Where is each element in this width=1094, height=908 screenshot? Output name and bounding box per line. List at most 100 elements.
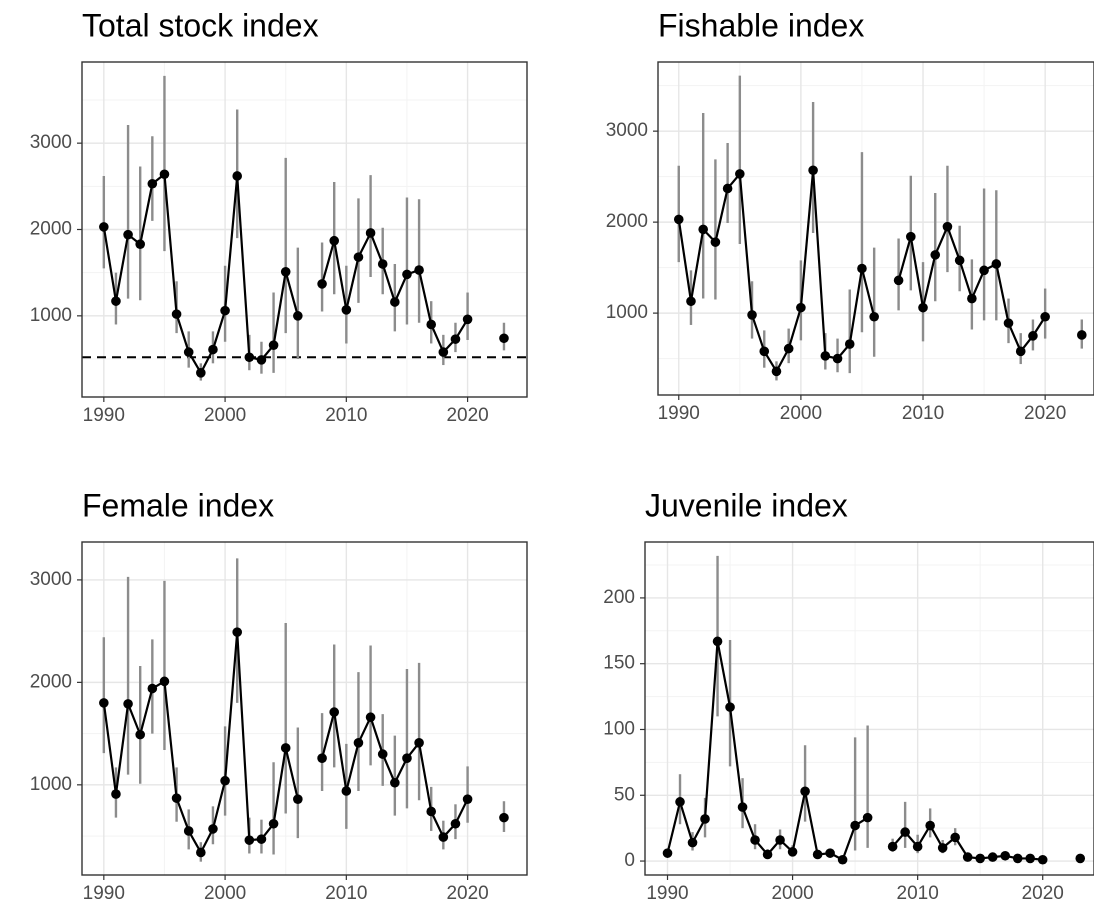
- data-point: [850, 820, 860, 831]
- x-tick-label: 2020: [446, 405, 488, 426]
- x-tick-label: 1990: [646, 883, 688, 904]
- data-point: [783, 343, 794, 354]
- panel-background: [658, 62, 1094, 395]
- data-point: [208, 824, 218, 834]
- data-point: [912, 841, 923, 852]
- panel-title: Female index: [82, 487, 274, 523]
- panel: Female index 1000 2000 3000 1990 2000 2010 2020: [30, 487, 528, 904]
- data-point: [438, 832, 449, 842]
- data-point: [135, 239, 146, 249]
- data-point: [220, 775, 230, 786]
- data-point: [123, 229, 133, 240]
- data-point: [365, 712, 376, 723]
- data-point: [1003, 318, 1014, 328]
- data-point: [869, 311, 879, 322]
- x-tick-label: 2000: [204, 405, 246, 426]
- y-tick-label: 1000: [606, 302, 648, 323]
- y-tick-label: 3000: [606, 120, 648, 141]
- x-tick-label: 2000: [771, 883, 813, 904]
- x-tick-label: 1990: [83, 883, 125, 904]
- data-point: [220, 305, 230, 316]
- data-point: [244, 835, 255, 845]
- plot-area: [82, 62, 527, 397]
- data-point: [1075, 853, 1086, 864]
- data-point: [937, 843, 948, 853]
- data-point: [208, 344, 218, 355]
- plot-area: [645, 542, 1094, 875]
- data-point: [900, 827, 910, 837]
- panel: Total stock index 1000 2000 3000 1990 2000 201…: [30, 7, 528, 426]
- data-point: [99, 222, 109, 232]
- panel-border: [81, 61, 528, 398]
- data-point: [673, 214, 684, 225]
- x-tick-label: 2000: [780, 403, 822, 424]
- data-point: [329, 707, 340, 717]
- panel-border: [644, 541, 1094, 876]
- data-point: [750, 835, 760, 845]
- data-point: [377, 259, 388, 269]
- data-point: [808, 165, 818, 176]
- panel-background: [82, 542, 527, 875]
- data-point: [426, 806, 437, 817]
- data-point: [800, 786, 810, 797]
- data-point: [499, 812, 509, 823]
- y-tick-label: 1000: [30, 305, 72, 326]
- data-point: [317, 279, 327, 289]
- data-point: [171, 309, 182, 319]
- data-point: [979, 265, 989, 276]
- data-point: [99, 698, 109, 708]
- x-tick-label: 2010: [325, 405, 367, 426]
- data-point: [832, 353, 843, 364]
- data-point: [930, 250, 941, 260]
- data-point: [341, 304, 352, 315]
- data-point: [196, 847, 206, 858]
- x-tick-label: 2010: [325, 883, 367, 904]
- data-point: [123, 699, 133, 709]
- data-point: [293, 311, 303, 321]
- data-point: [862, 812, 873, 823]
- data-point: [329, 235, 340, 246]
- y-tick-label: 2000: [606, 211, 648, 232]
- data-point: [280, 267, 291, 277]
- y-tick-label: 150: [603, 653, 635, 674]
- data-point: [390, 297, 400, 307]
- data-point: [353, 252, 364, 262]
- data-point: [698, 224, 708, 235]
- data-point: [925, 820, 935, 831]
- panel: Juvenile index 0 50 100 150 200 1990 2000 2010 20…: [603, 487, 1094, 904]
- data-point: [111, 296, 121, 306]
- data-point: [159, 169, 170, 180]
- data-point: [675, 797, 685, 807]
- y-tick-label: 3000: [30, 569, 72, 590]
- data-point: [232, 627, 243, 637]
- plot-area: [658, 62, 1094, 395]
- data-point: [1076, 330, 1087, 340]
- y-tick-label: 1000: [30, 774, 72, 795]
- y-tick-label: 50: [614, 784, 635, 805]
- data-point: [700, 814, 710, 824]
- data-point: [147, 683, 158, 694]
- data-point: [268, 340, 279, 350]
- data-point: [159, 676, 170, 687]
- data-point: [712, 636, 723, 647]
- data-point: [967, 293, 977, 304]
- x-tick-label: 1990: [83, 405, 125, 426]
- data-point: [771, 366, 782, 377]
- data-point: [353, 738, 364, 748]
- data-point: [232, 171, 243, 181]
- x-tick-label: 2000: [204, 883, 246, 904]
- data-point: [820, 351, 831, 361]
- data-point: [402, 753, 412, 763]
- data-point: [268, 818, 279, 829]
- y-tick-label: 0: [624, 850, 635, 871]
- data-point: [183, 826, 194, 836]
- data-point: [414, 738, 424, 748]
- data-point: [906, 231, 916, 242]
- data-point: [812, 849, 823, 860]
- data-point: [171, 793, 182, 803]
- data-point: [735, 169, 745, 179]
- panel-border: [81, 541, 528, 876]
- data-point: [341, 786, 352, 796]
- data-point: [796, 302, 806, 313]
